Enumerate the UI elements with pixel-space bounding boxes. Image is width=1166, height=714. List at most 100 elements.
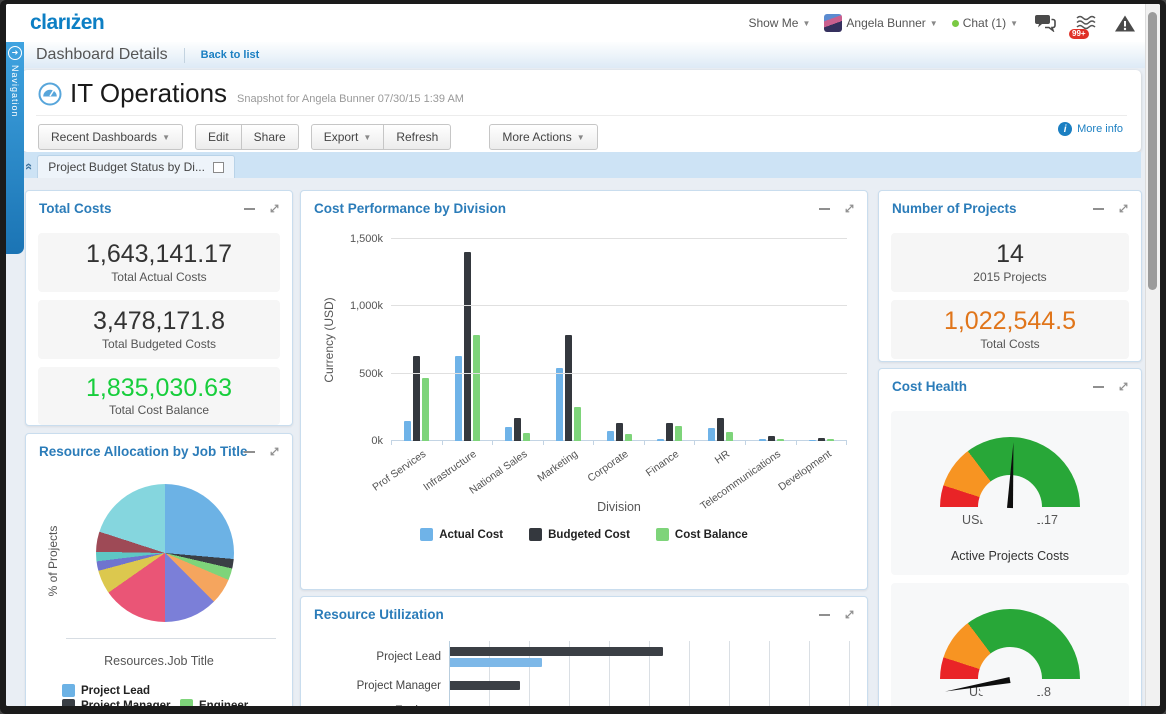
avatar [824, 14, 842, 32]
show-me-menu[interactable]: Show Me ▼ [748, 16, 810, 30]
collapse-panel-icon[interactable]: « [22, 163, 37, 170]
chat-menu[interactable]: Chat (1) ▼ [952, 16, 1018, 30]
bar-chart-legend: Actual Cost Budgeted Cost Cost Balance [301, 528, 867, 541]
dashboard-toolbar: Recent Dashboards ▼ Edit Share Export ▼ … [22, 116, 1141, 150]
widget-resource-allocation: Resource Allocation by Job Title % of Pr… [25, 433, 293, 706]
minimize-icon[interactable] [1093, 208, 1104, 210]
dashboard-header-card: IT Operations Snapshot for Angela Bunner… [22, 70, 1141, 152]
widget-number-of-projects: Number of Projects 142015 Projects1,022,… [878, 190, 1142, 362]
resource-allocation-pie[interactable] [96, 484, 234, 622]
edit-button[interactable]: Edit [195, 124, 242, 150]
bar-cost-balance [827, 439, 834, 441]
legend-item: Project Lead [62, 684, 150, 697]
stat-box: 3,478,171.8Total Budgeted Costs [38, 300, 280, 359]
x-axis-label: Development [796, 446, 847, 498]
legend-swatch [656, 528, 669, 541]
more-info-link[interactable]: i More info [1058, 122, 1123, 136]
bar-budgeted-cost [818, 438, 825, 441]
x-axis-title: Division [371, 500, 867, 514]
activity-stream-button[interactable]: 99+ [1072, 10, 1098, 36]
vertical-scrollbar[interactable] [1145, 4, 1160, 706]
expand-icon[interactable] [844, 609, 855, 620]
widget-total-costs: Total Costs 1,643,141.17Total Actual Cos… [25, 190, 293, 426]
gauge [940, 437, 1080, 508]
stat-value: 14 [895, 240, 1125, 269]
bar-budgeted-cost [666, 423, 673, 441]
total-costs-stats: 1,643,141.17Total Actual Costs 3,478,171.… [26, 233, 292, 425]
legend-item: Budgeted Cost [529, 528, 630, 541]
minimize-icon[interactable] [1093, 386, 1104, 388]
bar-row [450, 698, 851, 706]
back-to-list-link[interactable]: Back to list [201, 49, 260, 61]
discussions-button[interactable] [1032, 10, 1058, 36]
widget-cost-performance: Cost Performance by Division Currency (U… [300, 190, 868, 590]
nav-arrow-icon: ➜ [8, 46, 22, 60]
minimize-icon[interactable] [819, 614, 830, 616]
dashboard-tab-bar: « Project Budget Status by Di... [22, 152, 1141, 178]
legend-label: Project Manager [81, 700, 170, 707]
refresh-button[interactable]: Refresh [383, 124, 451, 150]
pie-y-axis-title: % of Projects [46, 506, 60, 616]
axis-tick [493, 441, 544, 445]
main-region: IT Operations Snapshot for Angela Bunner… [6, 68, 1160, 706]
bar-cost-balance [777, 439, 784, 441]
x-axis-label: Telecommunications [746, 446, 797, 498]
bar-cost-balance [625, 434, 632, 441]
tab-popout-icon[interactable] [213, 162, 224, 173]
expand-icon[interactable] [269, 446, 280, 457]
axis-tick [746, 441, 797, 445]
stat-label: Total Budgeted Costs [42, 337, 276, 351]
minimize-icon[interactable] [244, 208, 255, 210]
legend-label: Project Lead [81, 685, 150, 697]
bar-cost-balance [726, 432, 733, 441]
more-actions-button[interactable]: More Actions ▼ [489, 124, 597, 150]
x-axis-label: Prof Services [391, 446, 442, 498]
scrollbar-thumb[interactable] [1148, 12, 1157, 290]
widget-title: Total Costs [39, 201, 112, 216]
export-label: Export [324, 130, 359, 144]
bar-chart-plot[interactable]: Currency (USD) 0k500k1,000k1,500k [391, 239, 847, 441]
legend-label: Actual Cost [439, 529, 503, 541]
bar-budgeted-cost [413, 356, 420, 442]
share-button[interactable]: Share [241, 124, 299, 150]
page-title: Dashboard Details [36, 46, 168, 64]
user-name: Angela Bunner [846, 16, 925, 30]
h-bar [450, 647, 663, 656]
bar-group [594, 239, 645, 441]
bar-row [450, 641, 851, 673]
user-menu[interactable]: Angela Bunner ▼ [824, 14, 937, 32]
horizontal-bar-chart[interactable]: Project LeadProject ManagerEngineer [309, 641, 851, 706]
stat-value: 3,478,171.8 [42, 307, 276, 336]
expand-icon[interactable] [269, 203, 280, 214]
legend-item: Project Manager [62, 699, 180, 706]
legend-label: Cost Balance [675, 529, 748, 541]
bar-budgeted-cost [768, 436, 775, 441]
stat-label: Total Actual Costs [42, 270, 276, 284]
expand-icon[interactable] [1118, 381, 1129, 392]
expand-icon[interactable] [844, 203, 855, 214]
recent-dashboards-button[interactable]: Recent Dashboards ▼ [38, 124, 183, 150]
stat-box: 1,643,141.17Total Actual Costs [38, 233, 280, 292]
alerts-button[interactable] [1112, 10, 1138, 36]
pie-legend: Project LeadProject ManagerEngineerIT Sp… [62, 684, 284, 706]
legend-item: Cost Balance [656, 528, 748, 541]
pie-axis-line [66, 638, 276, 639]
h-bar [450, 658, 542, 667]
chat-bubbles-icon [1034, 14, 1056, 32]
minimize-icon[interactable] [244, 451, 255, 453]
gridline [391, 373, 847, 374]
minimize-icon[interactable] [819, 208, 830, 210]
expand-icon[interactable] [1118, 203, 1129, 214]
gridline [391, 238, 847, 239]
legend-item: Actual Cost [420, 528, 503, 541]
x-axis-label: Marketing [543, 446, 594, 498]
tab-project-budget-status[interactable]: Project Budget Status by Di... [37, 155, 235, 178]
gauge-box: USD 349282.8Requested Projects Costs [891, 583, 1129, 706]
bar-group [644, 239, 695, 441]
clarizen-logo[interactable]: clarıżen [30, 11, 104, 35]
stat-box: 142015 Projects [891, 233, 1129, 292]
top-bar: clarıżen Show Me ▼ Angela Bunner ▼ Chat … [6, 4, 1160, 42]
navigation-flyout-tab[interactable]: ➜ Navigation [6, 42, 24, 254]
chevron-down-icon: ▼ [930, 19, 938, 28]
export-button[interactable]: Export ▼ [311, 124, 385, 150]
